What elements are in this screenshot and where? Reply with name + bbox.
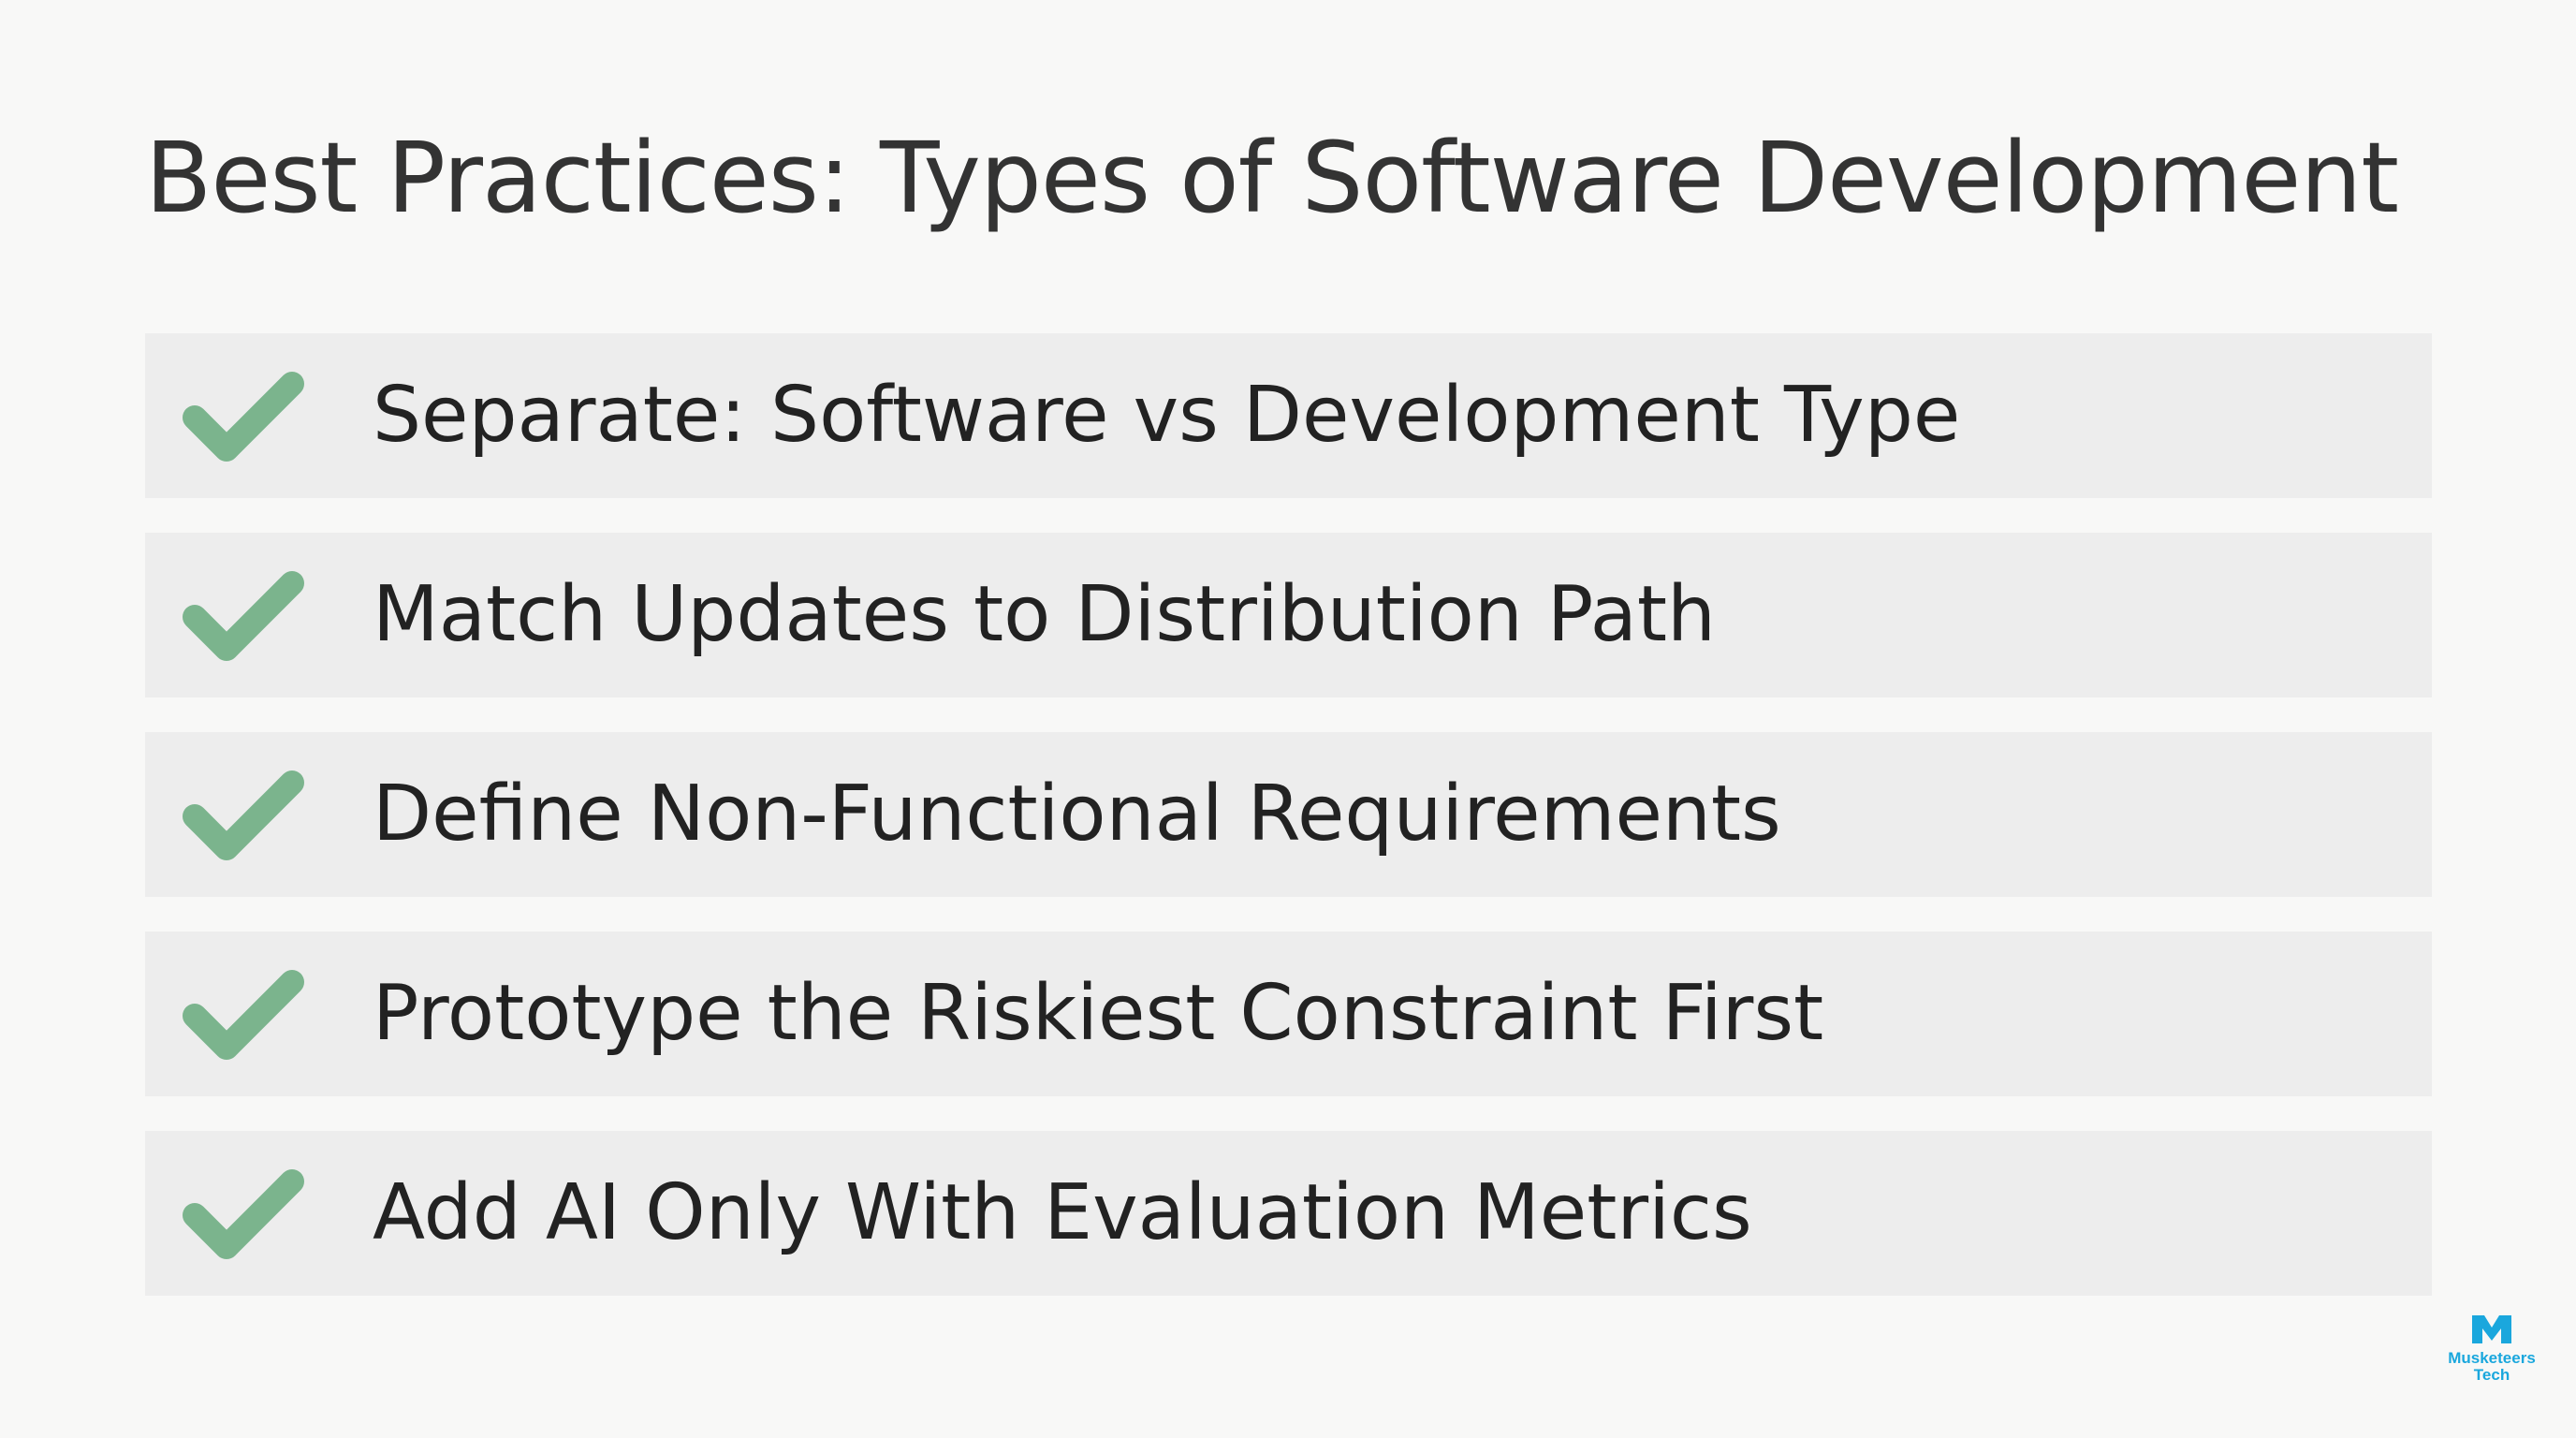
check-icon [183, 372, 304, 462]
check-icon [183, 970, 304, 1060]
list-item-label: Prototype the Riskiest Constraint First [373, 969, 1824, 1058]
list-item-label: Match Updates to Distribution Path [373, 570, 1716, 659]
check-icon [183, 770, 304, 860]
list-item: Separate: Software vs Development Type [145, 333, 2432, 498]
m-logo-icon [2472, 1315, 2511, 1343]
list-item: Prototype the Riskiest Constraint First [145, 932, 2432, 1096]
check-icon [183, 1169, 304, 1259]
list-item: Define Non-Functional Requirements [145, 732, 2432, 897]
list-item: Add AI Only With Evaluation Metrics [145, 1131, 2432, 1296]
logo-text-line-1: Musketeers [2448, 1349, 2536, 1367]
check-icon [183, 571, 304, 661]
slide-title: Best Practices: Types of Software Develo… [145, 121, 2399, 235]
best-practices-list: Separate: Software vs Development Type M… [145, 333, 2432, 1330]
musketeers-tech-logo: Musketeers Tech [2445, 1313, 2539, 1384]
logo-text-line-2: Tech [2473, 1366, 2510, 1384]
list-item-label: Separate: Software vs Development Type [373, 371, 1961, 460]
list-item: Match Updates to Distribution Path [145, 533, 2432, 697]
list-item-label: Add AI Only With Evaluation Metrics [373, 1168, 1752, 1257]
list-item-label: Define Non-Functional Requirements [373, 770, 1781, 858]
